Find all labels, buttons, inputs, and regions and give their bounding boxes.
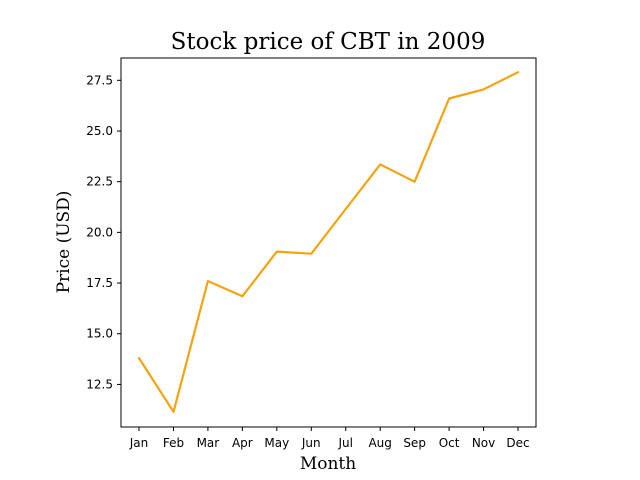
y-tick-label: 15.0 xyxy=(86,327,113,341)
x-tick-label-jul: Jul xyxy=(337,436,352,450)
y-tick-label: 17.5 xyxy=(86,276,113,290)
y-tick-label: 22.5 xyxy=(86,175,113,189)
y-axis-label: Price (USD) xyxy=(54,191,74,294)
y-axis: 12.5 15.0 17.5 20.0 22.5 25.0 27.5 xyxy=(86,73,121,391)
x-tick-label-aug: Aug xyxy=(368,436,391,450)
chart-title: Stock price of CBT in 2009 xyxy=(171,29,486,55)
x-tick-label-jan: Jan xyxy=(129,436,149,450)
price-series-line xyxy=(137,71,520,413)
x-tick-label-jun: Jun xyxy=(301,436,321,450)
axes-frame xyxy=(120,57,537,428)
plot-area: 12.5 15.0 17.5 20.0 22.5 25.0 27.5 Jan Feb Mar Ap… xyxy=(86,57,537,450)
y-tick-label: 25.0 xyxy=(86,124,113,138)
x-axis: Jan Feb Mar Apr May Jun Jul Aug Sep Oct Nov Dec xyxy=(129,427,530,450)
x-tick-label-dec: Dec xyxy=(506,436,529,450)
x-tick-label-oct: Oct xyxy=(439,436,460,450)
x-tick-label-feb: Feb xyxy=(163,436,184,450)
y-tick-label: 20.0 xyxy=(86,225,113,239)
y-tick-label: 27.5 xyxy=(86,73,113,87)
x-tick-label-may: May xyxy=(264,436,289,450)
x-tick-label-apr: Apr xyxy=(232,436,253,450)
x-tick-label-sep: Sep xyxy=(403,436,426,450)
x-axis-label: Month xyxy=(300,454,356,474)
x-tick-label-nov: Nov xyxy=(472,436,495,450)
x-tick-label-mar: Mar xyxy=(197,436,220,450)
y-tick-label: 12.5 xyxy=(86,377,113,391)
